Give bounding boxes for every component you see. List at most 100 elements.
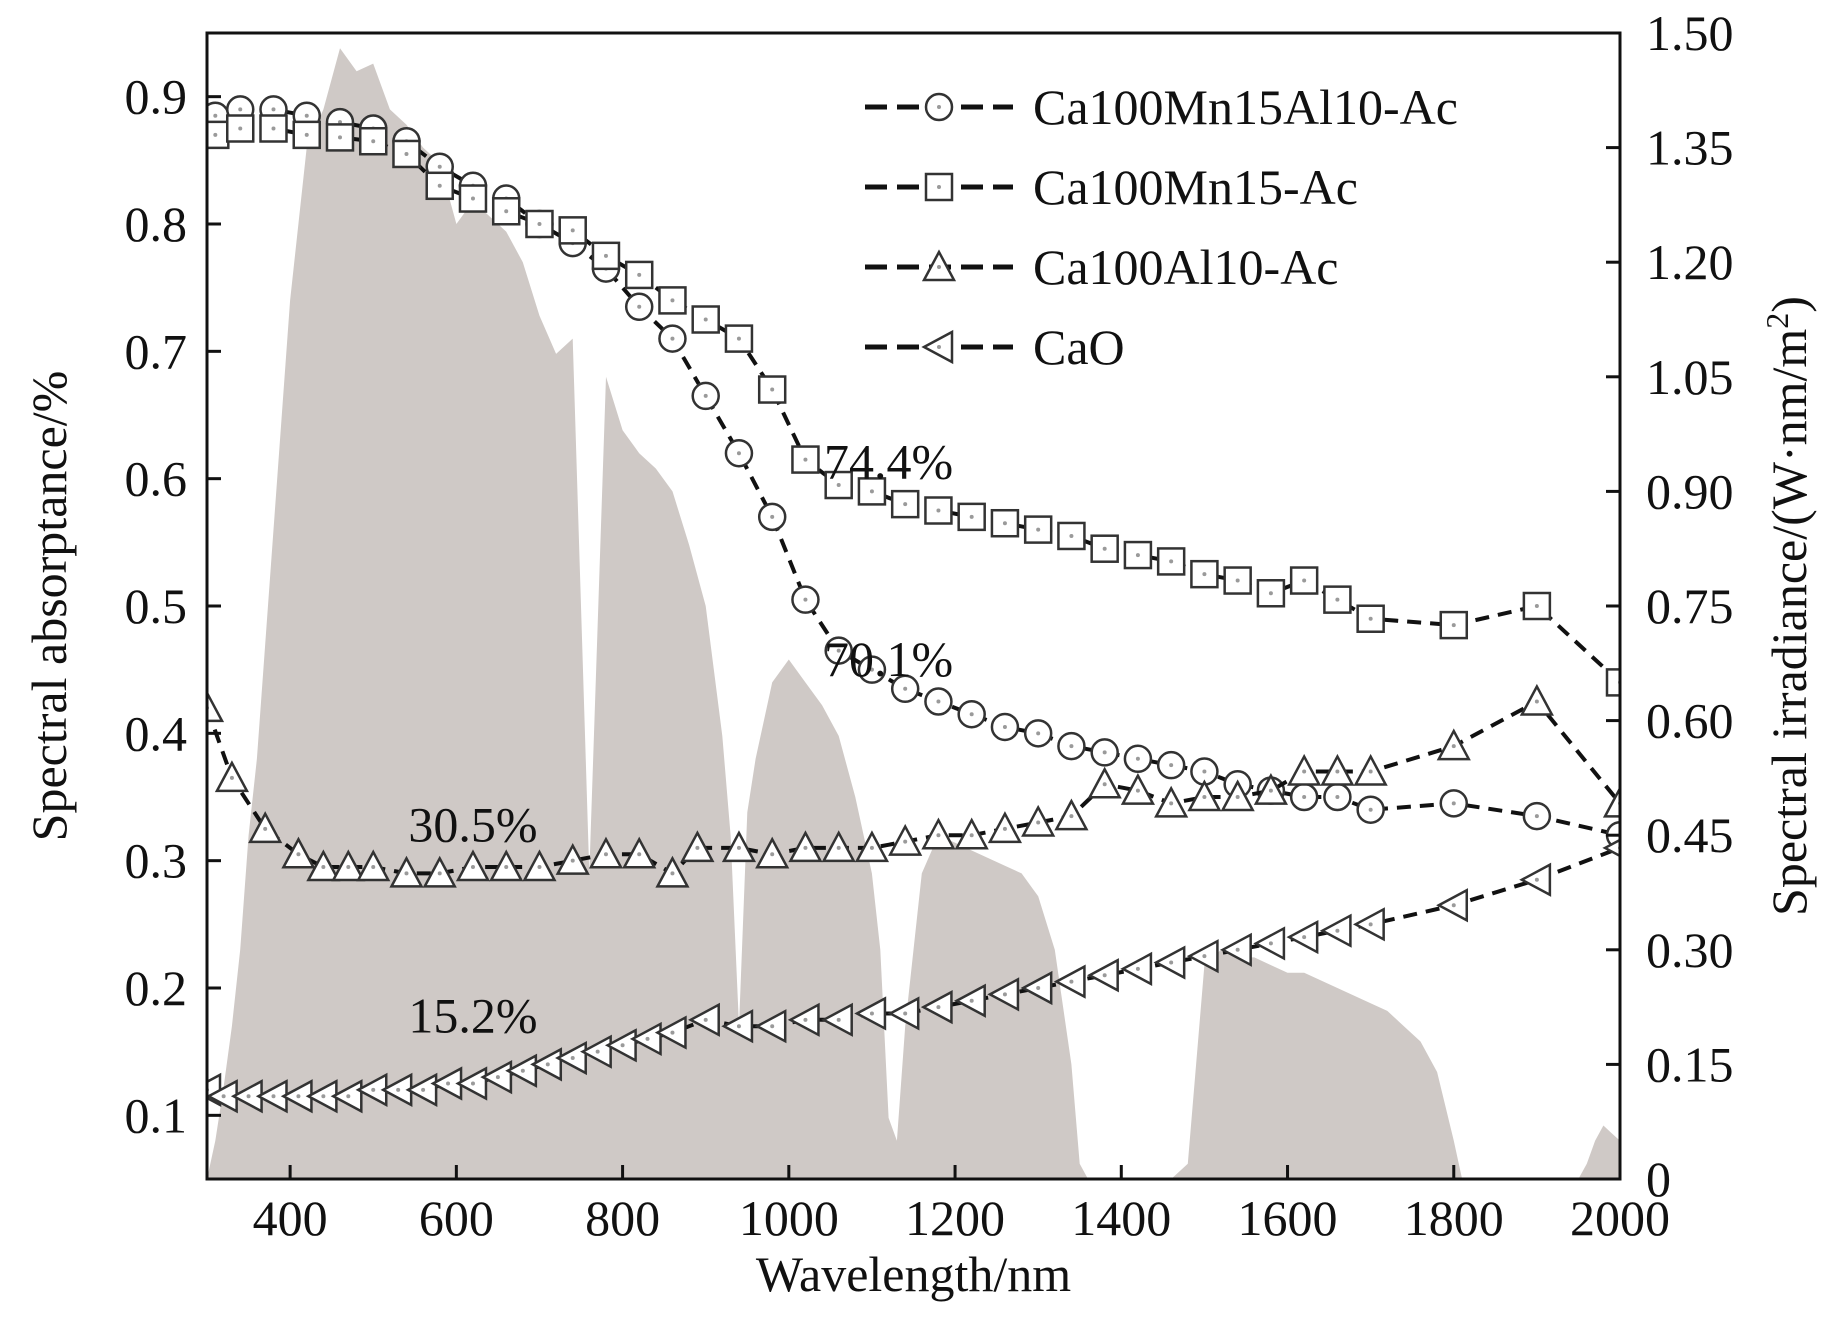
data-point-dot (1003, 521, 1007, 525)
x-tick-label: 1400 (1071, 1190, 1171, 1246)
x-tick-label: 1000 (739, 1190, 839, 1246)
data-point-dot (737, 451, 741, 455)
y2-tick-label: 0.15 (1646, 1036, 1734, 1092)
data-point-dot (1269, 591, 1273, 595)
data-point-dot (695, 846, 699, 850)
data-point-dot (1269, 941, 1273, 945)
data-point-dot (770, 388, 774, 392)
data-point-dot (1103, 547, 1107, 551)
x-tick-label: 1200 (905, 1190, 1005, 1246)
data-point-dot (305, 114, 309, 118)
data-point-dot (222, 1094, 226, 1098)
data-point-dot (371, 865, 375, 869)
data-point-dot (438, 165, 442, 169)
data-point-dot (604, 852, 608, 856)
data-point-dot (1202, 795, 1206, 799)
data-point-dot (670, 337, 674, 341)
data-point-dot (596, 1050, 600, 1054)
data-point-dot (504, 865, 508, 869)
data-point-dot (371, 139, 375, 143)
data-point-dot (346, 865, 350, 869)
data-point-dot (970, 999, 974, 1003)
data-point-dot (404, 152, 408, 156)
data-point-dot (546, 1062, 550, 1066)
data-point-dot (1236, 948, 1240, 952)
data-point-dot (803, 458, 807, 462)
y2-axis-title-end: ) (1761, 296, 1817, 313)
data-point-dot (670, 1031, 674, 1035)
y-tick-label: 0.9 (125, 69, 188, 125)
data-point-dot (1036, 731, 1040, 735)
data-point-dot (1335, 770, 1339, 774)
y-tick-label: 0.7 (125, 323, 188, 379)
x-tick-label: 800 (585, 1190, 660, 1246)
data-point-dot (903, 1011, 907, 1015)
data-point-dot (296, 852, 300, 856)
data-point-dot (371, 1088, 375, 1092)
data-point-dot (1369, 770, 1373, 774)
data-point-dot (238, 127, 242, 131)
data-point-dot (1236, 579, 1240, 583)
data-point-dot (1452, 623, 1456, 627)
y2-tick-label: 0.75 (1646, 578, 1734, 634)
data-point-dot (1169, 961, 1173, 965)
data-point-dot (970, 515, 974, 519)
data-point-dot (936, 1005, 940, 1009)
data-point-dot (870, 846, 874, 850)
data-point-dot (296, 1094, 300, 1098)
y-tick-label: 0.1 (125, 1087, 188, 1143)
data-point-dot (421, 1088, 425, 1092)
data-point-dot (471, 865, 475, 869)
y-axis-title: Spectral absorptance/% (21, 371, 77, 842)
data-point-dot (396, 1088, 400, 1092)
data-point-dot (471, 197, 475, 201)
x-tick-label: 1600 (1238, 1190, 1338, 1246)
y-tick-label: 0.8 (125, 196, 188, 252)
annotation-label: 70.1% (824, 631, 953, 687)
data-point-dot (637, 852, 641, 856)
y-tick-label: 0.2 (125, 960, 188, 1016)
y2-axis-title-main: Spectral irradiance/(W·nm/m (1761, 329, 1817, 916)
legend-marker-dot (937, 185, 941, 189)
data-point-dot (1452, 903, 1456, 907)
data-point-dot (837, 1018, 841, 1022)
data-point-dot (1003, 992, 1007, 996)
data-point-dot (704, 394, 708, 398)
data-point-dot (438, 184, 442, 188)
data-point-dot (1169, 801, 1173, 805)
data-point-dot (247, 1094, 251, 1098)
data-point-dot (704, 318, 708, 322)
x-axis-title: Wavelength/nm (756, 1246, 1071, 1302)
data-point-dot (1202, 572, 1206, 576)
y2-tick-label: 0 (1646, 1151, 1671, 1207)
y2-axis-title-sup: 2 (1759, 313, 1795, 329)
data-point-dot (1136, 553, 1140, 557)
y2-tick-label: 0.60 (1646, 693, 1734, 749)
data-point-dot (346, 1094, 350, 1098)
data-point-dot (1069, 744, 1073, 748)
data-point-dot (903, 840, 907, 844)
data-point-dot (936, 700, 940, 704)
data-point-dot (803, 1018, 807, 1022)
data-point-dot (271, 127, 275, 131)
data-point-dot (646, 1037, 650, 1041)
data-point-dot (1302, 935, 1306, 939)
data-point-dot (213, 114, 217, 118)
data-point-dot (870, 1011, 874, 1015)
annotation-label: 15.2% (408, 988, 537, 1044)
data-point-dot (1136, 757, 1140, 761)
data-point-dot (670, 298, 674, 302)
data-point-dot (521, 1069, 525, 1073)
data-point-dot (970, 833, 974, 837)
legend-label: Ca100Mn15-Ac (1033, 159, 1358, 215)
legend-label: CaO (1033, 319, 1125, 375)
data-point-dot (404, 871, 408, 875)
y2-tick-label: 0.45 (1646, 807, 1734, 863)
data-point-dot (1302, 795, 1306, 799)
legend-marker-dot (937, 345, 941, 349)
data-point-dot (1103, 973, 1107, 977)
data-point-dot (604, 254, 608, 258)
data-point-dot (263, 827, 267, 831)
y-tick-label: 0.5 (125, 578, 188, 634)
x-tick-label: 400 (253, 1190, 328, 1246)
